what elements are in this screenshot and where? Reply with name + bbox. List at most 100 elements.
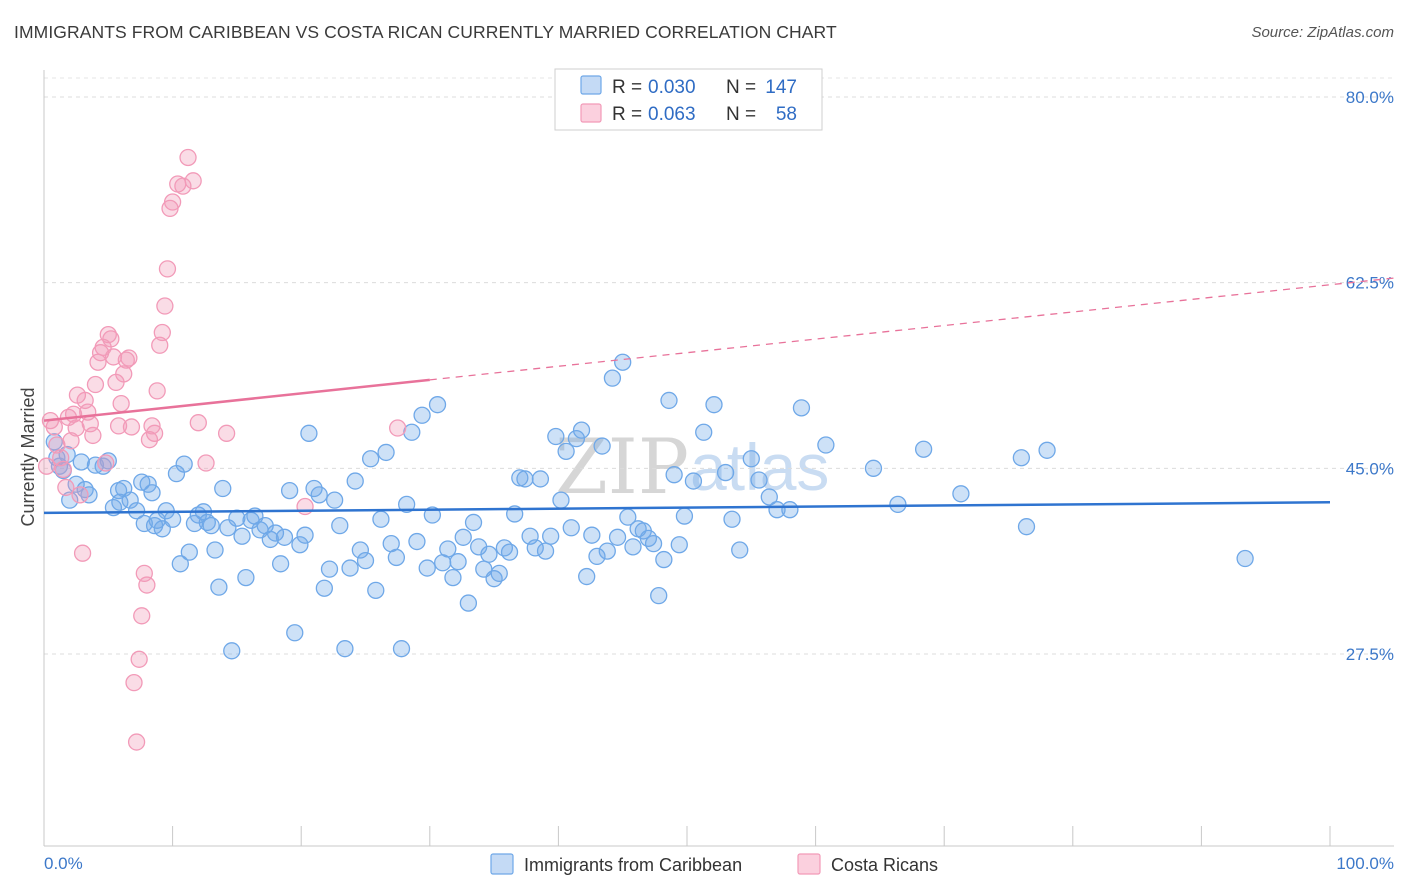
caribbean-point-116 <box>603 369 622 387</box>
legend-n-value-blue: 147 <box>765 77 797 98</box>
costa-rican-point-35 <box>130 650 148 668</box>
caribbean-trend-solid <box>43 501 1331 515</box>
caribbean-point-128 <box>665 466 683 484</box>
caribbean-point-79 <box>413 406 431 424</box>
legend-swatch-blue <box>580 75 602 95</box>
y-tick-labels: 27.5% 45.0% 62.5% 80.0% <box>1346 88 1394 664</box>
caribbean-point-145 <box>889 495 907 514</box>
caribbean-point-126 <box>655 550 673 569</box>
costa-rican-point-2 <box>45 418 63 436</box>
caribbean-point-102 <box>531 470 550 488</box>
caribbean-point-114 <box>593 437 611 455</box>
caribbean-point-77 <box>403 423 421 441</box>
caribbean-point-56 <box>296 526 314 544</box>
costa-rican-point-10 <box>67 419 85 437</box>
caribbean-point-30 <box>175 455 193 473</box>
costa-rican-point-32 <box>122 418 141 436</box>
caribbean-point-42 <box>228 509 246 527</box>
caribbean-point-5 <box>61 491 79 509</box>
caribbean-point-138 <box>750 471 768 489</box>
legend-r-value-blue: 0.030 <box>648 77 696 98</box>
caribbean-point-99 <box>516 470 534 488</box>
caribbean-point-107 <box>557 442 575 461</box>
caribbean-point-66 <box>346 472 364 490</box>
caribbean-point-111 <box>578 567 596 586</box>
legend-n-value-pink: 58 <box>776 104 797 125</box>
caribbean-point-147 <box>952 485 970 503</box>
x-axis-ticks <box>43 826 1331 846</box>
caribbean-point-71 <box>372 510 390 528</box>
caribbean-point-127 <box>660 391 678 410</box>
caribbean-point-148 <box>1012 449 1031 467</box>
caribbean-point-150 <box>1038 441 1056 459</box>
caribbean-point-9 <box>80 486 98 504</box>
costa-rican-point-33 <box>125 673 143 692</box>
caribbean-point-125 <box>650 586 668 605</box>
caribbean-point-101 <box>526 539 544 557</box>
caribbean-point-110 <box>572 421 591 439</box>
legend-n-label-pink: N = <box>726 104 756 125</box>
chart-source: Source: ZipAtlas.com <box>1251 24 1394 41</box>
caribbean-point-106 <box>552 491 570 509</box>
costa-rican-point-56 <box>296 497 314 516</box>
caribbean-point-22 <box>143 484 161 502</box>
costa-rican-point-28 <box>112 394 130 413</box>
caribbean-point-37 <box>206 541 224 559</box>
bottom-legend-swatch-pink <box>797 853 821 875</box>
caribbean-point-52 <box>275 528 294 546</box>
costa-rican-point-30 <box>117 351 135 369</box>
costa-rican-point-45 <box>156 297 174 315</box>
caribbean-point-64 <box>336 640 354 658</box>
caribbean-point-76 <box>398 495 416 514</box>
caribbean-point-115 <box>598 542 616 560</box>
costa-rican-point-41 <box>145 424 164 442</box>
costa-rican-point-29 <box>115 365 133 383</box>
caribbean-point-43 <box>233 527 251 545</box>
caribbean-point-86 <box>449 553 467 571</box>
caribbean-point-81 <box>423 506 442 524</box>
caribbean-point-65 <box>341 559 359 577</box>
caribbean-point-104 <box>542 527 560 545</box>
caribbean-point-31 <box>180 543 198 561</box>
bottom-legend-caribbean: Immigrants from Caribbean <box>524 855 742 875</box>
costa-rican-trend-solid <box>43 378 430 422</box>
caribbean-point-80 <box>418 559 436 577</box>
caribbean-point-51 <box>271 555 290 573</box>
caribbean-point-20 <box>135 514 153 533</box>
caribbean-point-136 <box>731 541 749 559</box>
caribbean-point-41 <box>223 642 241 660</box>
caribbean-point-151 <box>1236 549 1254 568</box>
caribbean-point-105 <box>547 427 565 446</box>
costa-rican-point-31 <box>120 349 138 367</box>
series-caribbean-points <box>45 353 1254 660</box>
caribbean-point-78 <box>408 532 426 551</box>
y-tick-label-1: 45.0% <box>1346 459 1394 478</box>
costa-rican-point-12 <box>71 486 89 504</box>
caribbean-point-113 <box>588 547 606 566</box>
costa-rican-point-27 <box>109 417 128 435</box>
costa-rican-point-6 <box>57 478 75 497</box>
caribbean-point-103 <box>536 542 555 560</box>
caribbean-point-144 <box>864 459 883 477</box>
caribbean-point-62 <box>325 491 344 509</box>
caribbean-point-63 <box>331 516 349 535</box>
caribbean-point-75 <box>392 640 411 658</box>
watermark-atlas: atlas <box>690 430 829 504</box>
costa-rican-point-5 <box>54 460 72 479</box>
caribbean-point-135 <box>723 510 741 528</box>
legend-r-label-pink: R = <box>612 104 642 125</box>
bottom-legend: Immigrants from Caribbean Costa Ricans <box>490 853 938 875</box>
caribbean-point-146 <box>914 440 933 458</box>
costa-rican-point-42 <box>148 382 166 400</box>
caribbean-point-131 <box>684 472 703 490</box>
caribbean-point-94 <box>490 564 508 583</box>
y-tick-label-2: 62.5% <box>1346 274 1394 293</box>
caribbean-point-27 <box>163 510 182 528</box>
costa-rican-point-24 <box>102 330 120 348</box>
costa-rican-point-55 <box>217 424 236 442</box>
caribbean-point-141 <box>781 501 799 519</box>
y-tick-label-3: 80.0% <box>1346 88 1394 107</box>
legend-swatch-pink <box>580 103 602 123</box>
caribbean-point-21 <box>139 475 157 493</box>
